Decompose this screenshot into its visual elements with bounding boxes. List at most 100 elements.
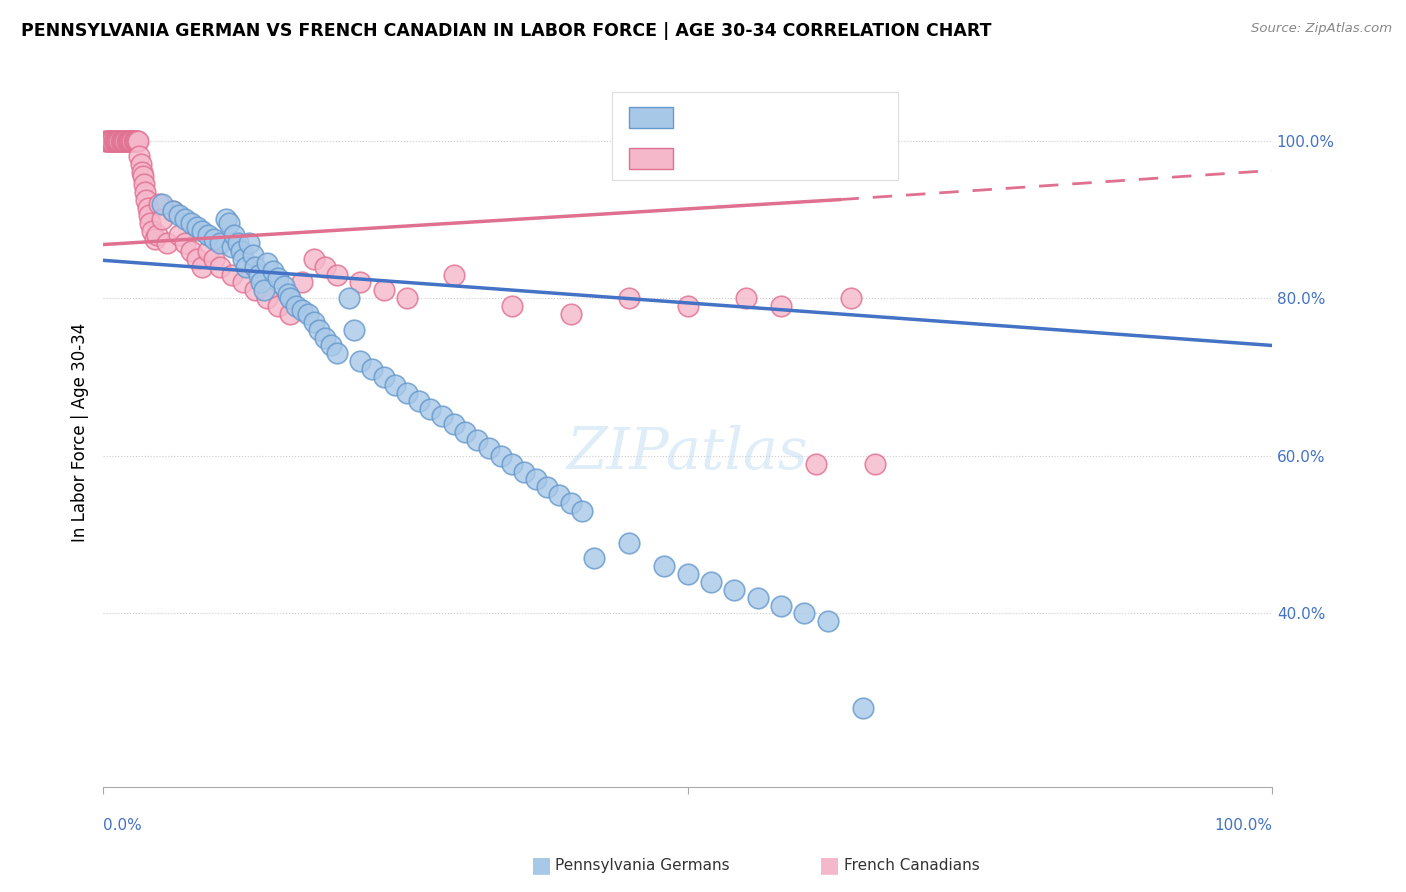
Point xyxy=(191,224,214,238)
Point xyxy=(256,255,278,269)
Text: 100.0%: 100.0% xyxy=(1213,818,1272,833)
Point xyxy=(125,134,148,148)
Point xyxy=(253,283,276,297)
Point xyxy=(769,599,792,613)
Point xyxy=(373,283,395,297)
Point xyxy=(148,196,170,211)
Y-axis label: In Labor Force | Age 30-34: In Labor Force | Age 30-34 xyxy=(72,323,89,541)
Point xyxy=(221,268,243,282)
Point xyxy=(256,291,278,305)
Point xyxy=(180,244,202,258)
Point xyxy=(215,212,238,227)
Point xyxy=(243,283,266,297)
Point xyxy=(146,228,169,243)
Point xyxy=(676,567,699,582)
Point xyxy=(302,252,325,266)
Point xyxy=(118,134,141,148)
FancyBboxPatch shape xyxy=(628,106,673,128)
Point xyxy=(136,201,159,215)
Point xyxy=(232,276,254,290)
Point xyxy=(278,307,301,321)
Point xyxy=(125,134,148,148)
Point xyxy=(202,252,225,266)
Point xyxy=(513,465,536,479)
Point xyxy=(277,287,299,301)
Point xyxy=(617,535,640,549)
Point xyxy=(291,276,314,290)
Point xyxy=(443,417,465,432)
Point xyxy=(524,473,547,487)
Point xyxy=(384,377,406,392)
Point xyxy=(501,299,523,313)
Point xyxy=(349,354,371,368)
Point xyxy=(167,208,190,222)
Point xyxy=(700,574,723,589)
Point xyxy=(747,591,769,605)
Point xyxy=(128,149,150,163)
Point xyxy=(208,260,231,274)
Point xyxy=(247,268,270,282)
Point xyxy=(122,134,145,148)
Point xyxy=(105,134,128,148)
Point xyxy=(501,457,523,471)
Point xyxy=(226,235,249,250)
Point xyxy=(735,291,758,305)
Point xyxy=(97,134,120,148)
Point xyxy=(723,582,745,597)
Point xyxy=(443,268,465,282)
Point xyxy=(250,276,273,290)
Point xyxy=(117,134,139,148)
Point xyxy=(617,291,640,305)
Point xyxy=(110,134,132,148)
Point xyxy=(232,252,254,266)
Point xyxy=(769,299,792,313)
Point xyxy=(465,433,488,447)
Point xyxy=(103,134,125,148)
Point xyxy=(560,307,582,321)
Point xyxy=(243,260,266,274)
Point xyxy=(127,134,149,148)
Point xyxy=(112,134,135,148)
Point xyxy=(197,228,219,243)
Text: PENNSYLVANIA GERMAN VS FRENCH CANADIAN IN LABOR FORCE | AGE 30-34 CORRELATION CH: PENNSYLVANIA GERMAN VS FRENCH CANADIAN I… xyxy=(21,22,991,40)
Text: R =: R = xyxy=(685,149,721,168)
Point xyxy=(108,134,131,148)
Point xyxy=(174,235,197,250)
Point xyxy=(138,208,160,222)
Point xyxy=(291,303,314,318)
Point xyxy=(326,346,349,360)
Point xyxy=(150,212,173,227)
Text: French Canadians: French Canadians xyxy=(844,858,980,872)
Point xyxy=(167,228,190,243)
Point xyxy=(302,315,325,329)
Text: Pennsylvania Germans: Pennsylvania Germans xyxy=(555,858,730,872)
Text: N = 71: N = 71 xyxy=(799,108,856,126)
Point xyxy=(314,330,336,344)
Point xyxy=(131,165,153,179)
Point xyxy=(107,134,129,148)
Text: ZIPatlas: ZIPatlas xyxy=(567,425,808,482)
Point xyxy=(273,279,295,293)
Point xyxy=(430,409,453,424)
Point xyxy=(162,204,184,219)
Text: -0.064: -0.064 xyxy=(725,108,785,126)
Point xyxy=(804,457,827,471)
Point xyxy=(489,449,512,463)
Text: 0.0%: 0.0% xyxy=(103,818,142,833)
Point xyxy=(100,134,122,148)
Point xyxy=(560,496,582,510)
Point xyxy=(454,425,477,439)
Point xyxy=(120,134,142,148)
Point xyxy=(186,220,208,235)
Point xyxy=(548,488,571,502)
Point xyxy=(536,480,558,494)
Point xyxy=(408,393,430,408)
Point xyxy=(132,169,155,183)
Point xyxy=(308,323,330,337)
Point xyxy=(96,134,118,148)
Point xyxy=(98,134,121,148)
Point xyxy=(197,244,219,258)
Point xyxy=(129,157,152,171)
Point xyxy=(124,134,146,148)
Point xyxy=(135,193,157,207)
